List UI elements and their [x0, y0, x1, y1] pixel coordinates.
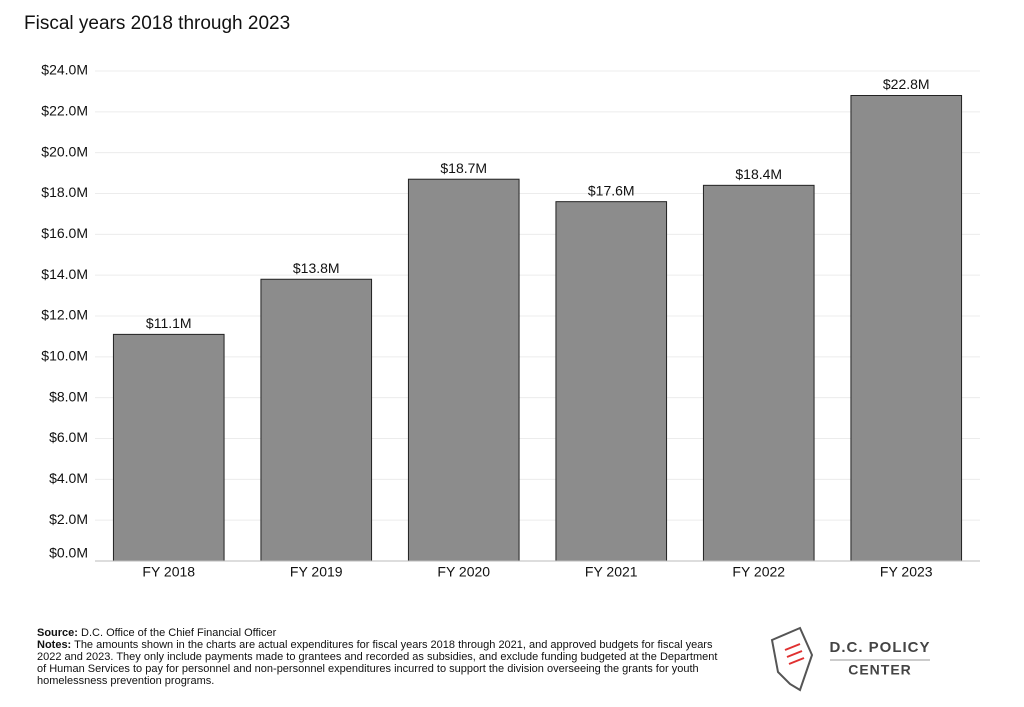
bar — [702, 184, 815, 562]
footnote: Source: D.C. Office of the Chief Financi… — [37, 627, 727, 687]
y-tick-label: $12.0M — [41, 307, 88, 323]
notes-label: Notes: — [37, 639, 72, 651]
notes-text: The amounts shown in the charts are actu… — [37, 639, 718, 687]
y-tick-label: $2.0M — [49, 511, 88, 527]
x-tick-label: FY 2020 — [437, 564, 490, 580]
y-tick-label: $8.0M — [49, 388, 88, 404]
y-tick-label: $4.0M — [49, 470, 88, 486]
notes: Notes: The amounts shown in the charts a… — [37, 639, 727, 687]
chart-title: Fiscal years 2018 through 2023 — [24, 13, 290, 34]
bar — [850, 95, 963, 562]
logo-stripe — [784, 643, 801, 651]
x-tick-label: FY 2022 — [732, 564, 785, 580]
y-tick-label: $10.0M — [41, 348, 88, 364]
x-tick-label: FY 2018 — [142, 564, 195, 580]
x-tick-label: FY 2023 — [880, 564, 933, 580]
y-tick-label: $16.0M — [41, 225, 88, 241]
source-label: Source: — [37, 627, 78, 639]
source-text: D.C. Office of the Chief Financial Offic… — [81, 627, 277, 639]
y-tick-label: $20.0M — [41, 143, 88, 159]
logo-icon — [770, 626, 814, 692]
logo-stripe — [788, 657, 805, 665]
logo-text: CENTER — [848, 662, 912, 678]
value-label: $11.1M — [146, 315, 192, 331]
x-tick-label: FY 2019 — [290, 564, 343, 580]
y-tick-label: $24.0M — [41, 62, 88, 78]
y-tick-label: $0.0M — [49, 545, 88, 561]
source: Source: D.C. Office of the Chief Financi… — [37, 627, 727, 639]
bar — [112, 333, 225, 562]
bar — [260, 278, 373, 562]
value-label: $18.4M — [735, 166, 782, 182]
x-tick-label: FY 2021 — [585, 564, 638, 580]
value-label: $13.8M — [293, 260, 340, 276]
value-label: $22.8M — [883, 76, 930, 92]
bar — [407, 178, 520, 562]
y-tick-label: $6.0M — [49, 429, 88, 445]
logo-stripe — [786, 650, 803, 658]
y-tick-label: $18.0M — [41, 184, 88, 200]
value-label: $18.7M — [440, 160, 487, 176]
bar — [555, 201, 668, 562]
logo-text: D.C. POLICY — [829, 639, 930, 656]
logo: D.C. POLICY CENTER — [770, 626, 930, 692]
value-label: $17.6M — [588, 182, 635, 198]
y-tick-label: $22.0M — [41, 103, 88, 119]
y-tick-label: $14.0M — [41, 266, 88, 282]
